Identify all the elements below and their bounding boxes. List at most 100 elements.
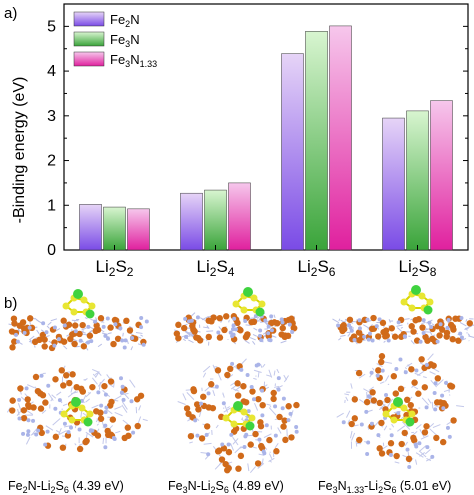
fe-atom <box>214 367 222 374</box>
n-atom <box>221 401 226 406</box>
bar-Fe3N133-Li2S2 <box>127 208 150 251</box>
fe-atom <box>66 379 73 387</box>
n-atom <box>88 428 93 433</box>
li-atom <box>71 397 81 407</box>
n-atom <box>112 437 117 442</box>
bond <box>84 378 88 382</box>
n-atom <box>294 424 299 429</box>
caption-fe3n133: Fe3N1.33-Li2S6 (5.01 eV) <box>318 479 451 495</box>
n-atom <box>249 385 254 390</box>
bond <box>401 421 411 430</box>
fe-atom <box>134 422 141 430</box>
n-atom <box>263 318 268 323</box>
n-atom <box>45 429 50 434</box>
bond <box>17 403 22 411</box>
bond <box>252 340 256 345</box>
s-atom <box>390 416 398 424</box>
fe-atom <box>114 335 122 342</box>
bond <box>253 377 257 380</box>
bond <box>427 353 434 361</box>
fe-atom <box>421 429 429 436</box>
n-atom <box>370 338 375 343</box>
li-atom <box>83 417 93 427</box>
n-atom <box>123 338 128 343</box>
fe-atom <box>249 388 256 395</box>
fe-atom <box>397 385 405 393</box>
li-atom <box>405 417 415 427</box>
fe-atom <box>63 372 70 379</box>
n-atom <box>446 317 451 322</box>
bond <box>234 446 242 454</box>
n-atom <box>417 441 422 446</box>
li-atom <box>411 285 421 295</box>
bond <box>137 416 142 425</box>
bond <box>429 428 438 436</box>
fe-atom <box>107 378 115 385</box>
bond <box>113 395 122 401</box>
fe-atom <box>398 333 405 340</box>
fe-atom <box>101 382 108 390</box>
bond <box>46 325 50 329</box>
n-atom <box>43 442 48 447</box>
bond <box>344 393 350 396</box>
fe-atom <box>257 419 264 426</box>
bond <box>31 427 38 435</box>
bond <box>36 329 40 335</box>
bond <box>88 392 91 395</box>
bond <box>349 430 353 439</box>
bond <box>443 389 451 393</box>
bond <box>276 368 280 374</box>
fe-atom <box>51 339 58 346</box>
fe-atom <box>370 314 377 322</box>
bond <box>429 423 435 428</box>
bond <box>396 324 403 327</box>
bar-Fe3N-Li2S2 <box>103 206 126 251</box>
bond <box>92 369 99 373</box>
fe-atom <box>393 452 400 460</box>
fe-atom <box>436 332 443 339</box>
fe-atom <box>378 419 385 427</box>
n-atom <box>435 339 440 344</box>
bond <box>467 333 471 336</box>
top-view-fe2n <box>6 365 148 453</box>
fe-atom <box>125 432 132 439</box>
n-atom <box>189 318 194 323</box>
fe-atom <box>375 333 382 340</box>
n-atom <box>380 368 385 373</box>
bond <box>350 383 353 389</box>
fe-atom <box>429 335 436 343</box>
fe-atom <box>224 371 231 379</box>
n-atom <box>273 433 278 438</box>
bond <box>203 326 209 329</box>
fe-atom <box>60 338 68 345</box>
fe-atom <box>220 445 228 452</box>
side-slab-fe3n133 <box>332 314 474 345</box>
bond <box>261 458 264 464</box>
top-view-fe3n133 <box>336 353 465 470</box>
legend-swatch-Fe3N133 <box>73 51 105 67</box>
n-atom <box>206 452 211 457</box>
n-atom <box>290 330 295 335</box>
fe-atom <box>25 401 32 409</box>
bond <box>266 374 272 377</box>
li-atom <box>245 421 255 431</box>
n-atom <box>369 421 374 426</box>
bond <box>448 394 451 396</box>
x-tick-label-Li2S4: Li2S4 <box>197 257 235 279</box>
fe-atom <box>439 326 446 333</box>
n-atom <box>228 330 233 335</box>
fe-atom <box>418 356 425 363</box>
n-atom <box>365 317 370 322</box>
bond <box>136 336 142 339</box>
fe-atom <box>411 437 418 444</box>
n-atom <box>280 320 285 325</box>
bond <box>222 392 225 398</box>
bond <box>102 437 105 445</box>
n-atom <box>119 390 124 395</box>
n-atom <box>425 445 430 450</box>
bond <box>431 323 435 326</box>
bond <box>232 388 240 392</box>
bond <box>429 371 436 375</box>
n-atom <box>269 314 274 319</box>
n-atom <box>260 388 265 393</box>
